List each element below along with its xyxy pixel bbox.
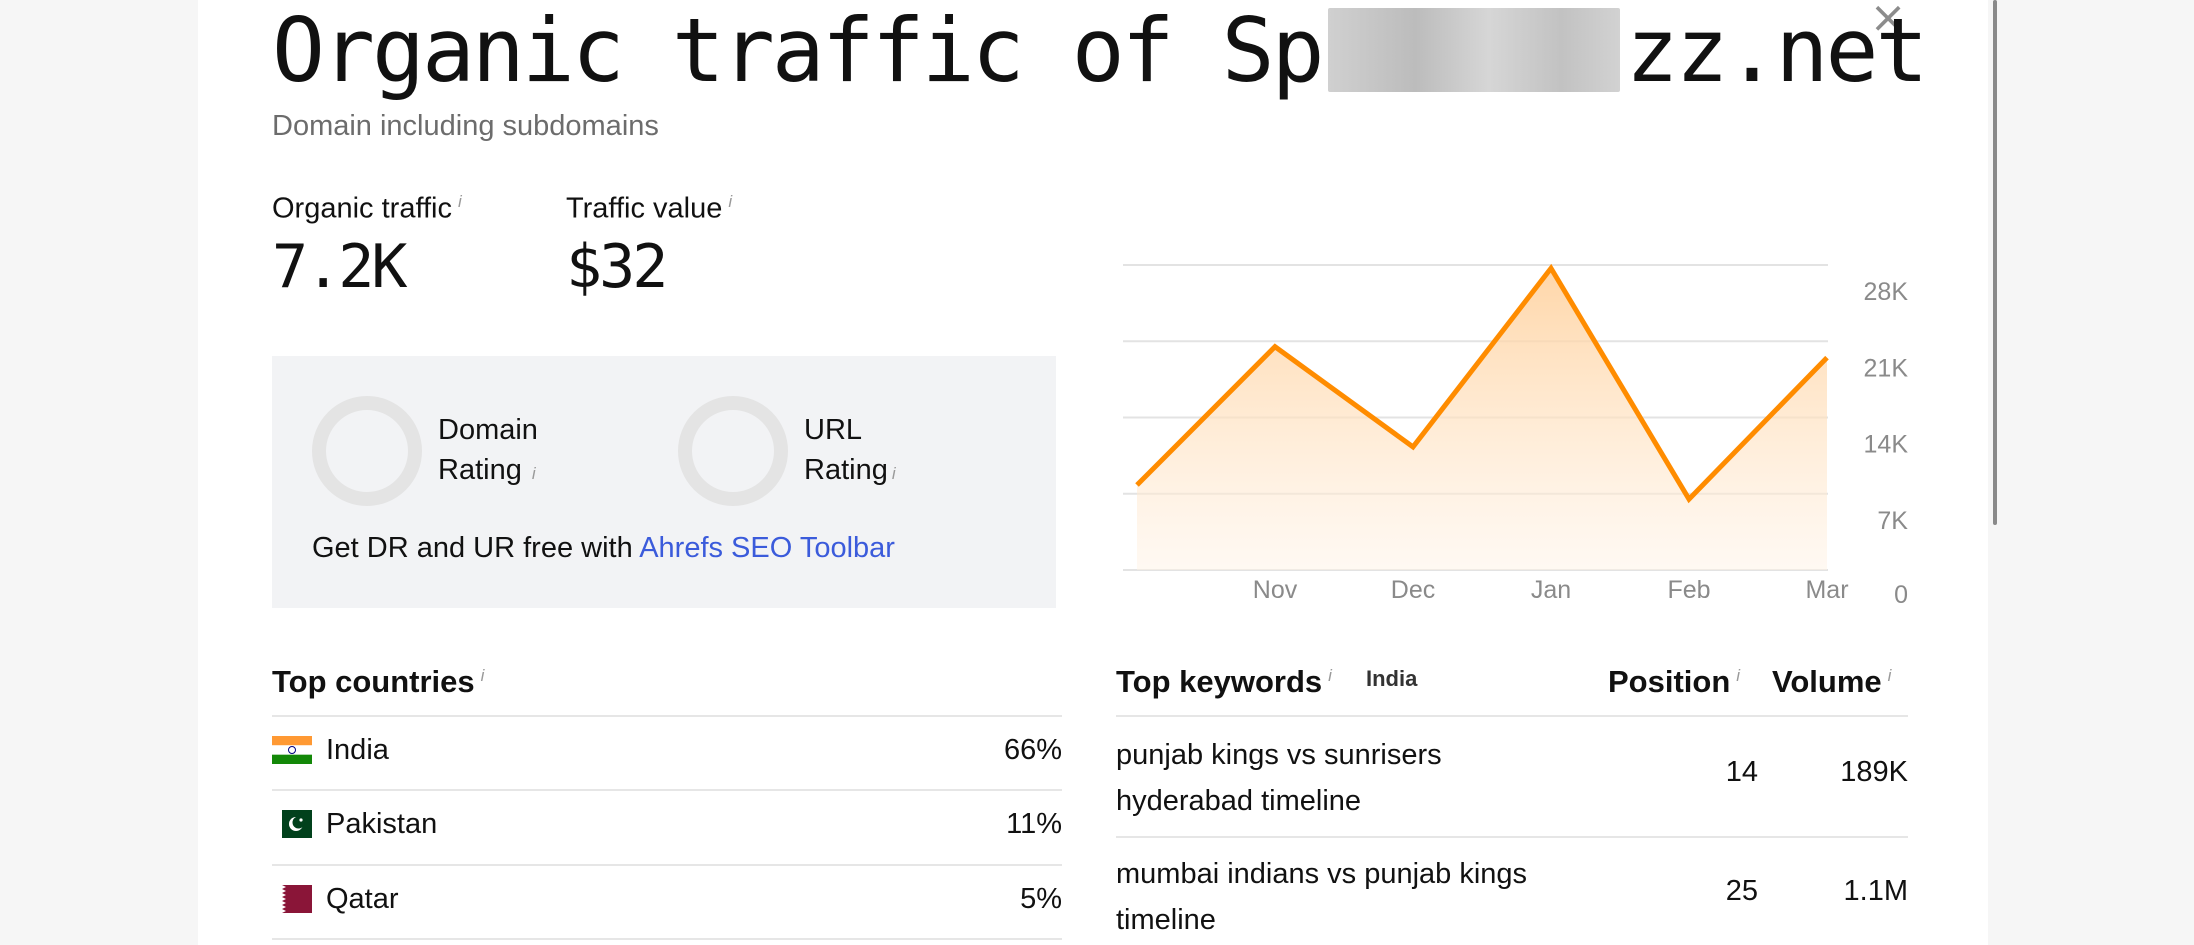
country-name: Qatar [326, 883, 399, 915]
info-icon[interactable]: i [531, 464, 536, 483]
keyword-line: hyderabad timeline [1116, 785, 1362, 817]
divider [1116, 715, 1908, 717]
info-icon[interactable]: i [457, 192, 462, 211]
divider [1116, 836, 1908, 838]
top-keywords-title: Top keywords i [1116, 664, 1332, 700]
position-header-text: Position [1608, 664, 1731, 699]
country-row: Qatar 5% [272, 865, 1062, 939]
country-name: Pakistan [326, 808, 438, 840]
volume-header: Volume i [1772, 664, 1891, 700]
india-flag-icon [272, 736, 312, 764]
divider [272, 789, 1062, 791]
redacted-domain-blur [1327, 8, 1620, 92]
keyword-line: timeline [1116, 904, 1216, 936]
country-name: India [326, 734, 389, 766]
title-suffix: zz.net [1625, 0, 1929, 102]
organic-traffic-label: Organic traffic i [272, 192, 462, 226]
keyword-volume: 1.1M [1843, 875, 1908, 907]
chart-y-tick-label: 28K [1864, 278, 1909, 306]
close-icon[interactable]: × [1869, 0, 1907, 43]
country-row: India 66% [272, 716, 1062, 790]
ahrefs-toolbar-link[interactable]: Ahrefs SEO Toolbar [639, 532, 895, 564]
info-icon[interactable]: i [1887, 665, 1892, 685]
organic-traffic-value: 7.2K [272, 232, 407, 302]
chart-series-line [1135, 263, 1829, 504]
top-countries-title-text: Top countries [272, 664, 475, 699]
keywords-country: India [1366, 666, 1418, 691]
keyword-position: 14 [1725, 756, 1758, 788]
traffic-value-label: Traffic value i [566, 192, 732, 226]
info-icon[interactable]: i [1328, 665, 1332, 685]
url-rating-line2: Rating [804, 454, 888, 486]
domain-rating-line1: Domain [438, 414, 538, 446]
chart-x-tick-label: Jan [1531, 576, 1571, 604]
top-countries-title: Top countries i [272, 664, 484, 700]
position-header: Position i [1608, 664, 1740, 700]
keyword-volume: 189K [1840, 756, 1908, 788]
keyword-position: 25 [1725, 875, 1758, 907]
traffic-chart: Nov Dec Jan Feb Mar 0 7K 14K 21K 28K [1123, 263, 1909, 609]
domain-rating-ring [312, 396, 422, 506]
divider [272, 938, 1062, 940]
keyword-line: mumbai indians vs punjab kings [1116, 858, 1528, 890]
organic-traffic-label-text: Organic traffic [272, 192, 452, 225]
toolbar-promo-text: Get DR and UR free with [312, 532, 640, 564]
chart-y-tick-label: 14K [1864, 431, 1909, 459]
divider [272, 864, 1062, 866]
country-percentage: 66% [1003, 734, 1062, 766]
domain-rating-line2: Rating [438, 454, 522, 486]
url-rating-ring [678, 396, 788, 506]
country-percentage: 5% [1020, 883, 1062, 915]
title-prefix: Organic traffic of Sp [272, 0, 1325, 102]
keyword-row: mumbai indians vs punjab kings timeline … [1116, 837, 1908, 945]
chart-x-tick-label: Nov [1253, 576, 1298, 604]
chart-area-fill [1137, 268, 1827, 570]
chart-x-tick-label: Feb [1667, 576, 1710, 604]
info-icon[interactable]: i [891, 464, 896, 483]
top-keywords-title-text: Top keywords [1116, 664, 1323, 699]
info-icon[interactable]: i [728, 192, 733, 211]
toolbar-promo: Get DR and UR free with Ahrefs SEO Toolb… [312, 532, 895, 565]
qatar-flag-icon [272, 885, 312, 913]
pakistan-flag-icon [272, 810, 312, 838]
url-rating-label: URL Rating i [804, 410, 896, 494]
volume-header-text: Volume [1772, 664, 1882, 699]
chart-x-tick-label: Mar [1805, 576, 1848, 604]
info-icon[interactable]: i [480, 665, 485, 685]
traffic-value-label-text: Traffic value [566, 192, 723, 225]
keyword-text[interactable]: mumbai indians vs punjab kings timeline [1116, 851, 1636, 943]
chart-x-tick-label: Dec [1391, 576, 1435, 604]
keyword-line: punjab kings vs sunrisers [1116, 739, 1442, 771]
keyword-row: punjab kings vs sunrisers hyderabad time… [1116, 716, 1908, 836]
country-percentage: 11% [1006, 808, 1062, 840]
subtitle: Domain including subdomains [272, 110, 659, 142]
url-rating-line1: URL [804, 414, 863, 446]
info-icon[interactable]: i [1736, 665, 1741, 685]
chart-y-tick-label: 7K [1877, 507, 1908, 535]
chart-y-tick-label: 0 [1894, 581, 1908, 609]
divider [272, 715, 1062, 717]
ratings-panel: Domain Rating i URL Rating i Get DR and UR… [272, 356, 1056, 608]
chart-y-tick-label: 21K [1864, 354, 1909, 382]
keyword-text[interactable]: punjab kings vs sunrisers hyderabad time… [1116, 732, 1636, 824]
country-row: Pakistan 11% [272, 790, 1062, 864]
domain-rating-label: Domain Rating i [438, 410, 538, 494]
traffic-value-value: $32 [566, 232, 668, 302]
scrollbar[interactable] [1993, 0, 1997, 525]
page-title: Organic traffic of Sp zz.net [272, 0, 1928, 102]
